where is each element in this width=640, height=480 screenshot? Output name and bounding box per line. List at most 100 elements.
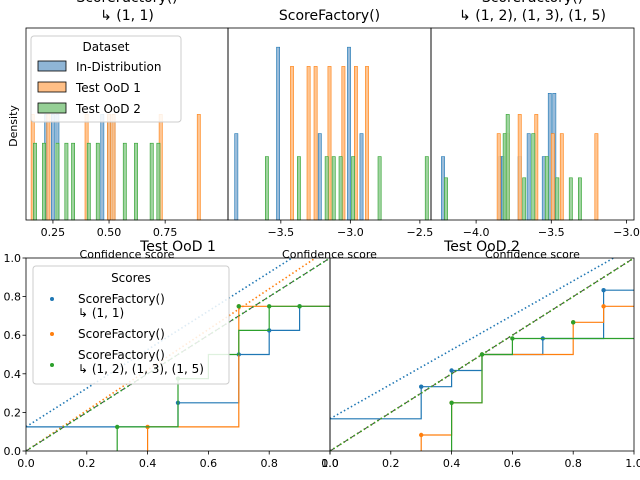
roc-panel-test-ood-1: 0.0 0.2 0.4 0.6 0.8 1.00.00.20.40.60.81.0Test… bbox=[4, 239, 339, 470]
scores-legend-frame bbox=[32, 265, 230, 385]
bar-test-ood-2-2 bbox=[55, 142, 60, 221]
roc-point-series-1 bbox=[449, 368, 454, 373]
bar-test-ood-2-0 bbox=[33, 142, 37, 221]
xtick-label: 0.0 bbox=[17, 457, 35, 470]
roc-point-series-3 bbox=[115, 424, 120, 430]
bar-test-ood-2-0 bbox=[264, 156, 269, 221]
bar-in-distribution-0 bbox=[234, 133, 239, 221]
xtick-label: 0.4 bbox=[443, 457, 461, 470]
xtick-label: −3.0 bbox=[613, 226, 640, 239]
roc-dotted-series-2 bbox=[26, 258, 317, 451]
bar-test-ood-1-5 bbox=[559, 133, 564, 221]
ytick-label: 0.4 bbox=[4, 368, 22, 381]
xtick-label: 0.25 bbox=[41, 226, 66, 239]
bar-test-ood-2-2 bbox=[505, 114, 510, 221]
panel-title: ScoreFactory() bbox=[279, 8, 380, 24]
roc-step-series-3 bbox=[451, 337, 634, 451]
roc-frame bbox=[329, 257, 635, 452]
legend-label-test-ood-1: Test OoD 1 bbox=[75, 81, 141, 95]
panel-title-line-2: ↳ (1, 2), (1, 3), (1, 5) bbox=[459, 8, 606, 24]
ytick-label: 0.8 bbox=[4, 291, 22, 304]
bar-test-ood-1-6 bbox=[594, 133, 599, 221]
legend-label-test-ood-2: Test OoD 2 bbox=[75, 102, 141, 116]
bar-test-ood-1-1 bbox=[46, 114, 51, 221]
bar-in-distribution-4 bbox=[526, 133, 531, 221]
roc-point-series-3 bbox=[510, 336, 515, 341]
bar-test-ood-2-1 bbox=[42, 142, 46, 221]
bar-test-ood-2-3 bbox=[522, 177, 527, 221]
legend-label-score-1-line-1: ScoreFactory() bbox=[78, 292, 165, 306]
xtick-label: 0.2 bbox=[382, 457, 400, 470]
bar-test-ood-2-8 bbox=[577, 177, 582, 221]
roc-point-series-3 bbox=[267, 304, 272, 309]
roc-plot-area bbox=[330, 258, 634, 451]
bar-test-ood-2-4 bbox=[531, 133, 536, 221]
bar-test-ood-1-6 bbox=[196, 114, 201, 221]
legend-label-score-3-line-1: ScoreFactory() bbox=[78, 348, 165, 362]
bar-test-ood-2-5 bbox=[86, 142, 91, 221]
xtick-label: 0.6 bbox=[200, 457, 218, 470]
bar-test-ood-1-3 bbox=[107, 114, 111, 221]
bar-test-ood-2-4 bbox=[71, 142, 76, 221]
bar-test-ood-1-4 bbox=[111, 114, 116, 221]
bar-test-ood-2-7 bbox=[568, 177, 573, 221]
bar-test-ood-2-5 bbox=[544, 156, 549, 221]
roc-point-series-2 bbox=[601, 304, 606, 309]
bar-test-ood-2-4 bbox=[338, 156, 343, 221]
legend-swatch-in-distribution bbox=[37, 60, 67, 72]
ytick-label: 1.0 bbox=[4, 252, 22, 265]
bar-test-ood-2-7 bbox=[122, 142, 127, 221]
xtick-label: −2.5 bbox=[407, 226, 434, 239]
legend-marker-score-2 bbox=[50, 332, 54, 336]
xtick-label: −3.5 bbox=[267, 226, 294, 239]
scores-legend-title: Scores bbox=[111, 271, 151, 285]
bar-test-ood-2-0 bbox=[444, 177, 448, 221]
legend-swatch-test-ood-2 bbox=[37, 102, 67, 114]
roc-point-series-3 bbox=[236, 304, 241, 309]
legend-label-score-3-line-2: ↳ (1, 2), (1, 3), (1, 5) bbox=[78, 362, 204, 376]
legend-label-score-2: ScoreFactory() bbox=[78, 327, 165, 341]
xtick-label: −4.0 bbox=[463, 226, 490, 239]
bar-test-ood-1-0 bbox=[290, 66, 294, 221]
panel-title-line-1: ScoreFactory() bbox=[482, 0, 583, 6]
legend-marker-score-3 bbox=[50, 363, 54, 367]
dataset-legend-frame bbox=[30, 35, 182, 123]
bar-test-ood-1-1 bbox=[306, 66, 311, 221]
ytick-label: 0.0 bbox=[4, 445, 22, 458]
xtick-label: 0.75 bbox=[153, 226, 178, 239]
xtick-label: 1.0 bbox=[321, 457, 339, 470]
legend-marker-score-1 bbox=[50, 297, 54, 301]
panel-title: Test OoD 2 bbox=[443, 239, 520, 255]
legend-swatch-test-ood-1 bbox=[37, 81, 67, 93]
bar-test-ood-1-6 bbox=[365, 66, 369, 221]
bar-test-ood-2-3 bbox=[64, 142, 69, 221]
bar-test-ood-2-8 bbox=[134, 142, 138, 221]
panel-title: Test OoD 1 bbox=[139, 239, 216, 255]
xtick-label: 0.50 bbox=[97, 226, 122, 239]
bar-test-ood-2-2 bbox=[324, 156, 329, 221]
roc-point-series-3 bbox=[571, 320, 576, 325]
bar-test-ood-1-2 bbox=[517, 114, 522, 221]
bar-test-ood-2-5 bbox=[351, 156, 356, 221]
hist-frame-2 bbox=[430, 27, 635, 221]
bar-in-distribution-1 bbox=[276, 46, 281, 221]
bar-test-ood-2-7 bbox=[424, 156, 429, 221]
xtick-label: 0.8 bbox=[564, 457, 582, 470]
panel-title-line-1: ScoreFactory() bbox=[76, 0, 177, 6]
bar-test-ood-2-10 bbox=[156, 142, 161, 221]
bar-in-distribution-3 bbox=[347, 46, 351, 221]
density-ylabel: Density bbox=[7, 105, 20, 147]
xtick-label: 0.4 bbox=[139, 457, 157, 470]
bar-in-distribution-2 bbox=[317, 133, 322, 221]
bar-in-distribution-4 bbox=[359, 133, 364, 221]
legend-label-score-1-line-2: ↳ (1, 1) bbox=[78, 306, 124, 320]
roc-point-series-3 bbox=[479, 352, 485, 357]
dataset-legend: Dataset In-Distribution Test OoD 1 Test … bbox=[30, 35, 182, 123]
bar-test-ood-1-2 bbox=[313, 66, 318, 221]
bar-test-ood-1-0 bbox=[496, 133, 501, 221]
bar-test-ood-2-6 bbox=[95, 142, 100, 221]
xtick-label: −3.0 bbox=[337, 226, 364, 239]
bar-test-ood-2-1 bbox=[296, 156, 301, 221]
